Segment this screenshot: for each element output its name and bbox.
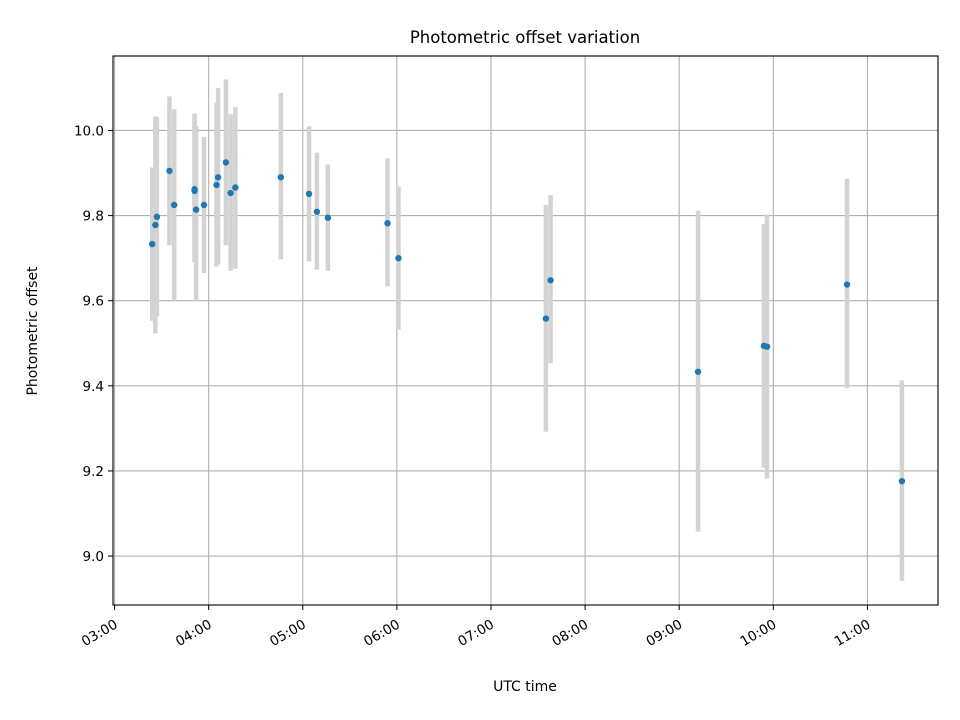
data-point: [192, 206, 200, 213]
data-point: [395, 254, 402, 262]
y-axis-ticks: 9.0 9.2 9.4 9.6 9.8 10.0: [74, 123, 113, 565]
data-point: [313, 208, 321, 215]
x-axis-label: UTC time: [493, 679, 557, 695]
data-point: [324, 214, 332, 221]
data-point: [152, 221, 159, 229]
x-tick-label: 10:00: [738, 617, 780, 650]
data-point: [149, 240, 156, 248]
y-tick-label: 9.6: [83, 294, 104, 310]
data-point: [843, 281, 851, 288]
grid: [113, 56, 938, 605]
data-point: [277, 174, 285, 181]
data-points: [149, 159, 906, 485]
data-point: [166, 167, 173, 175]
y-tick-label: 9.8: [83, 209, 104, 225]
data-point: [170, 201, 178, 209]
x-tick-label: 03:00: [79, 617, 121, 650]
y-tick-label: 9.4: [83, 379, 104, 395]
data-point: [542, 315, 550, 322]
y-tick-label: 10.0: [74, 123, 104, 139]
data-point: [384, 220, 391, 227]
data-point: [227, 189, 234, 197]
x-tick-label: 06:00: [361, 617, 403, 650]
x-axis-ticks: 03:00 04:00 05:00 06:00 07:00 08:00 09:00 10:00…: [79, 605, 874, 650]
data-point: [213, 181, 220, 189]
y-tick-label: 9.0: [83, 549, 104, 565]
plot-frame: [112, 55, 939, 606]
y-axis-label: Photometric offset: [25, 266, 41, 396]
data-point: [222, 159, 230, 166]
data-point: [305, 190, 313, 198]
x-tick-label: 08:00: [549, 617, 591, 650]
chart-title: Photometric offset variation: [410, 28, 640, 47]
x-tick-label: 07:00: [455, 617, 497, 650]
data-point: [232, 184, 239, 191]
y-tick-label: 9.2: [83, 464, 104, 480]
data-point: [898, 477, 906, 485]
data-point: [153, 213, 161, 221]
error-bars: [149, 79, 905, 581]
data-point: [200, 201, 208, 209]
x-tick-label: 09:00: [644, 617, 686, 650]
data-point: [547, 277, 554, 284]
data-point: [214, 174, 222, 181]
data-point: [694, 368, 702, 375]
x-tick-label: 05:00: [267, 617, 309, 650]
data-point: [763, 343, 771, 350]
data-point: [191, 187, 198, 195]
x-tick-label: 04:00: [173, 617, 215, 650]
x-tick-label: 11:00: [832, 617, 874, 650]
